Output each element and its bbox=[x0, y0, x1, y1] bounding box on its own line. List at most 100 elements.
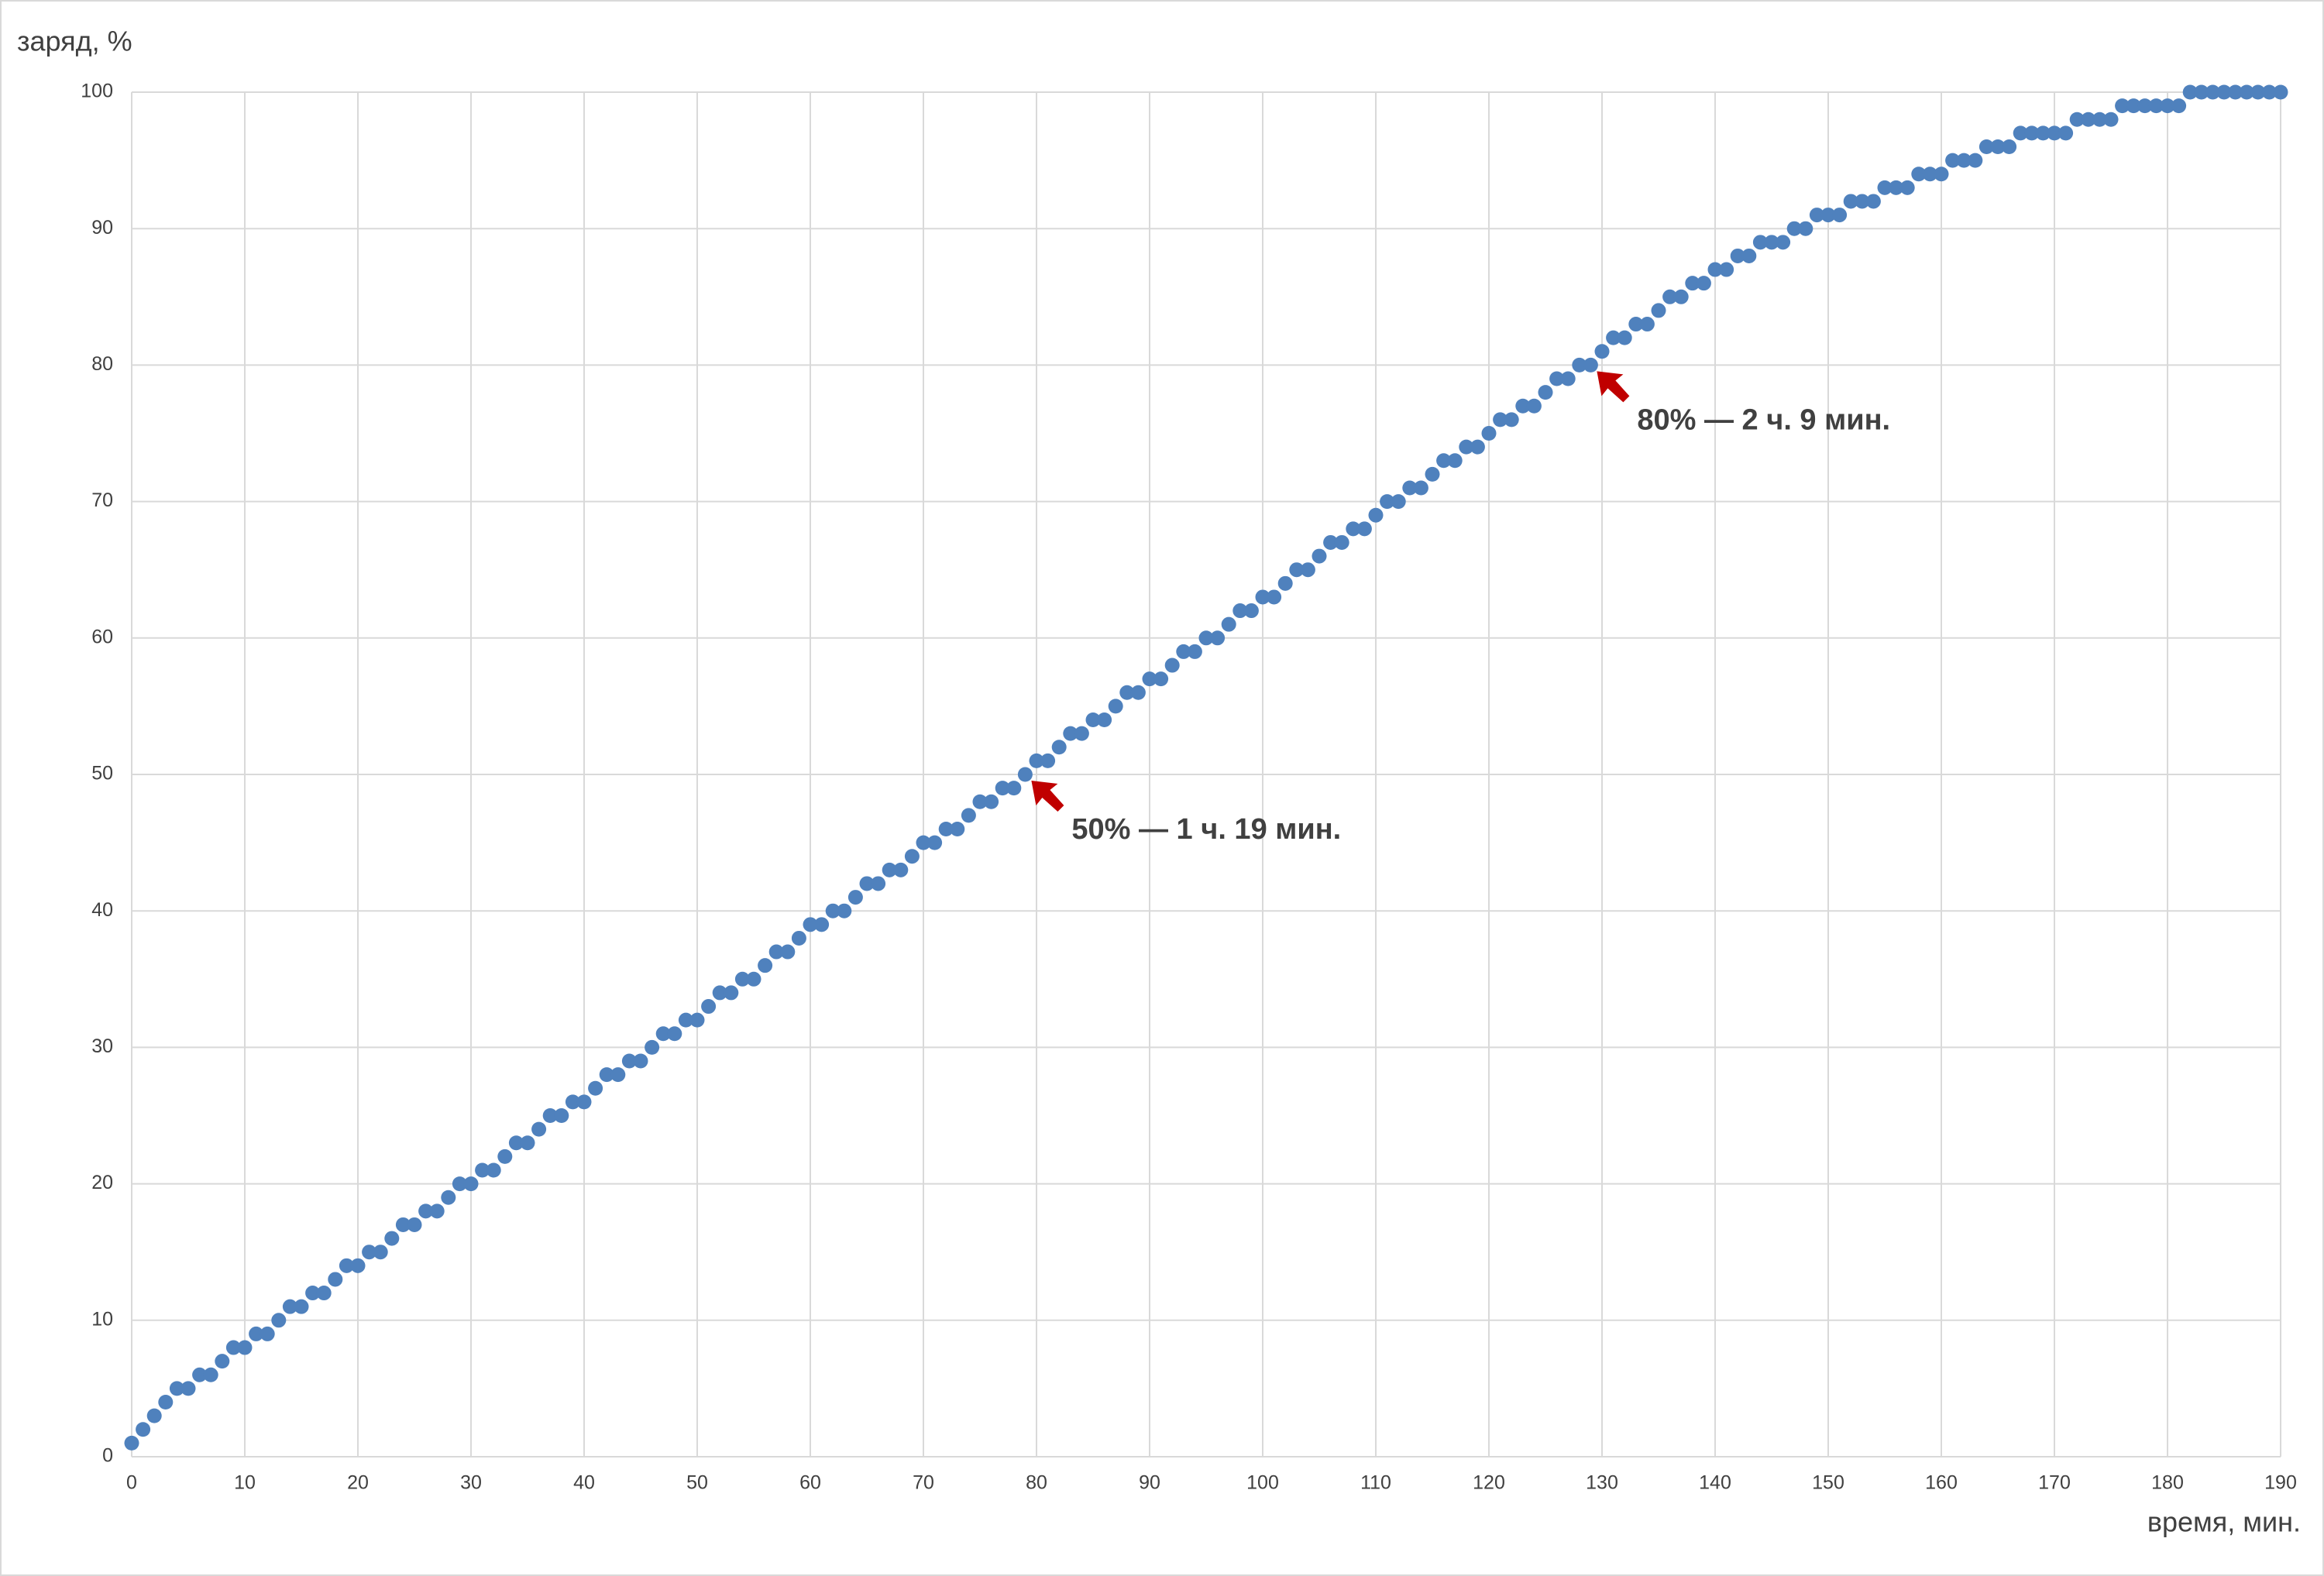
data-point bbox=[316, 1286, 332, 1301]
data-point bbox=[2160, 98, 2175, 114]
data-point bbox=[1685, 276, 1700, 291]
data-point bbox=[1470, 439, 1485, 455]
data-point bbox=[2194, 84, 2209, 100]
data-point bbox=[1707, 262, 1723, 277]
data-point bbox=[1051, 740, 1067, 755]
data-point bbox=[972, 794, 988, 809]
data-point bbox=[146, 1408, 162, 1423]
data-point bbox=[520, 1135, 535, 1151]
data-point bbox=[1832, 208, 1848, 223]
data-point bbox=[814, 917, 830, 932]
data-point bbox=[1176, 644, 1191, 659]
data-point bbox=[655, 1026, 671, 1042]
data-point bbox=[1243, 603, 1259, 619]
x-tick-label: 160 bbox=[1925, 1472, 1958, 1494]
data-point bbox=[1413, 480, 1428, 496]
x-tick-label: 50 bbox=[686, 1472, 708, 1494]
data-point bbox=[1696, 276, 1711, 291]
data-point bbox=[1673, 289, 1689, 304]
data-point bbox=[1617, 330, 1632, 345]
annotation: 80% — 2 ч. 9 мин. bbox=[1637, 403, 1890, 436]
data-point bbox=[938, 821, 954, 836]
data-point bbox=[2081, 112, 2096, 127]
data-point bbox=[362, 1245, 377, 1260]
data-point bbox=[554, 1108, 569, 1123]
y-tick-label: 0 bbox=[102, 1445, 113, 1467]
data-point bbox=[904, 849, 920, 864]
data-point bbox=[475, 1162, 490, 1178]
data-point bbox=[734, 971, 750, 987]
data-point bbox=[847, 890, 863, 905]
x-axis-label: время, мин. bbox=[2147, 1506, 2301, 1538]
data-point bbox=[1017, 767, 1033, 782]
data-point bbox=[1289, 562, 1305, 578]
data-point bbox=[1210, 630, 1226, 646]
data-point bbox=[588, 1080, 603, 1096]
x-tick-label: 60 bbox=[799, 1472, 821, 1494]
data-point bbox=[542, 1108, 558, 1123]
data-point bbox=[1764, 235, 1779, 250]
data-point bbox=[1368, 507, 1384, 523]
data-point bbox=[803, 917, 818, 932]
data-point bbox=[1934, 167, 1949, 182]
data-point bbox=[1662, 289, 1678, 304]
data-point bbox=[1267, 589, 1282, 605]
x-tick-label: 170 bbox=[2038, 1472, 2071, 1494]
x-tick-label: 130 bbox=[1586, 1472, 1618, 1494]
data-point bbox=[995, 781, 1010, 796]
x-tick-label: 150 bbox=[1812, 1472, 1844, 1494]
data-point bbox=[645, 1039, 660, 1055]
data-point bbox=[203, 1367, 218, 1382]
data-point bbox=[441, 1190, 456, 1205]
y-tick-label: 70 bbox=[91, 489, 113, 511]
data-point bbox=[1356, 521, 1372, 537]
x-tick-label: 180 bbox=[2151, 1472, 2184, 1494]
data-point bbox=[2126, 98, 2141, 114]
data-point bbox=[2103, 112, 2119, 127]
data-point bbox=[1323, 534, 1339, 550]
data-point bbox=[1187, 644, 1202, 659]
x-tick-label: 0 bbox=[126, 1472, 137, 1494]
data-point bbox=[1594, 344, 1610, 359]
data-point bbox=[1334, 534, 1349, 550]
data-point bbox=[667, 1026, 682, 1042]
data-point bbox=[1221, 616, 1236, 632]
data-point bbox=[373, 1245, 388, 1260]
data-point bbox=[1006, 781, 1022, 796]
data-point bbox=[192, 1367, 208, 1382]
data-point bbox=[463, 1176, 479, 1192]
data-point bbox=[1029, 753, 1044, 768]
x-tick-label: 100 bbox=[1246, 1472, 1279, 1494]
data-point bbox=[1820, 208, 1836, 223]
data-point bbox=[621, 1053, 637, 1069]
x-tick-label: 190 bbox=[2264, 1472, 2297, 1494]
data-point bbox=[225, 1340, 241, 1355]
data-point bbox=[1153, 671, 1169, 687]
data-point bbox=[1425, 466, 1440, 482]
data-point bbox=[633, 1053, 648, 1069]
data-point bbox=[916, 835, 931, 850]
data-point bbox=[1606, 330, 1621, 345]
data-point bbox=[136, 1422, 151, 1437]
x-tick-label: 70 bbox=[913, 1472, 934, 1494]
data-point bbox=[429, 1203, 445, 1219]
data-point bbox=[418, 1203, 434, 1219]
data-point bbox=[1730, 248, 1745, 263]
data-point bbox=[215, 1354, 230, 1369]
x-tick-label: 140 bbox=[1699, 1472, 1731, 1494]
x-tick-label: 90 bbox=[1139, 1472, 1160, 1494]
data-point bbox=[1855, 194, 1870, 209]
data-point bbox=[1968, 153, 1983, 168]
data-point bbox=[384, 1231, 400, 1246]
data-point bbox=[339, 1258, 354, 1273]
data-point bbox=[859, 876, 875, 891]
data-point bbox=[1526, 398, 1542, 414]
data-point bbox=[2069, 112, 2085, 127]
data-point bbox=[2216, 84, 2232, 100]
data-point bbox=[599, 1067, 614, 1083]
data-point bbox=[1504, 412, 1519, 427]
data-point bbox=[1277, 575, 1293, 591]
x-tick-label: 80 bbox=[1026, 1472, 1047, 1494]
data-point bbox=[1651, 303, 1666, 318]
